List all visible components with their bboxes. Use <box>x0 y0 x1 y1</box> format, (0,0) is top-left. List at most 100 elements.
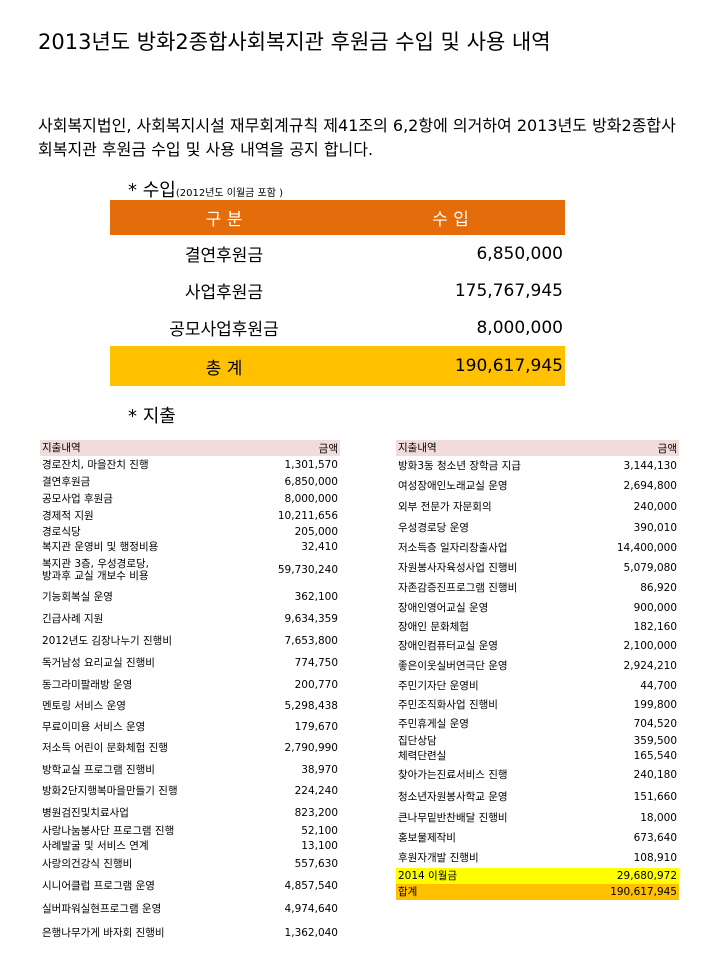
spending-item-label: 방화2단지행복마을만들기 진행 <box>42 785 178 797</box>
spending-row: 경제적 지원 10,211,656 <box>40 507 340 524</box>
spending-item-label: 복지관 운영비 및 행정비용 <box>42 540 159 553</box>
income-table: 구 분 수 입 결연후원금 6,850,000 사업후원금 175,767,94… <box>110 200 565 386</box>
spending-item-label: 경제적 지원 <box>42 509 94 522</box>
spending-item-label: 홍보물제작비 <box>398 832 456 844</box>
spending-item-amount: 774,750 <box>294 657 338 669</box>
spending-row: 멘토링 서비스 운영 5,298,438 <box>40 695 340 716</box>
spending-item-label: 동그라미팔래방 운영 <box>42 678 133 691</box>
spending-item-label: 주민기자단 운영비 <box>398 679 479 692</box>
spending-row: 결연후원금 6,850,000 <box>40 473 340 490</box>
spending-item-label: 무료이미용 서비스 운영 <box>42 720 146 733</box>
spending-item-amount: 108,910 <box>633 852 677 864</box>
spending-item-amount: 673,640 <box>633 832 677 844</box>
spending-row: 경로잔치, 마을잔치 진행 1,301,570 <box>40 456 340 473</box>
income-heading-note: (2012년도 이월금 포함 ) <box>175 188 284 199</box>
intro-paragraph: 사회복지법인, 사회복지시설 재무회계규칙 제41조의 6,2항에 의거하여 2… <box>38 116 676 159</box>
spending-item-amount: 557,630 <box>294 858 338 870</box>
spending-item-label: 저소득 어린이 문화체험 진행 <box>42 742 168 754</box>
spending-item-label: 합계 <box>398 886 418 898</box>
spending-item-amount: 4,857,540 <box>284 880 338 892</box>
page-title: 2013년도 방화2종합사회복지관 후원금 수입 및 사용 내역 <box>38 30 551 54</box>
spending-item-label: 저소득층 일자리창출사업 <box>398 542 508 554</box>
spending-row: 우성경로당 운영 390,010 <box>396 517 679 538</box>
spending-item-label: 장애인 문화체험 <box>398 621 469 633</box>
spending-item-label: 사랑의건강식 진행비 <box>42 858 133 870</box>
income-heading-label: * 수입 <box>128 180 176 201</box>
spending-item-label: 주민휴게실 운영 <box>398 718 469 730</box>
spending-item-amount: 18,000 <box>640 812 677 824</box>
spending-item-label: 사랑나눔봉사단 프로그램 진행 <box>42 824 175 837</box>
spending-item-label: 2014 이월금 <box>398 870 458 882</box>
spending-row: 독거남성 요리교실 진행비 774,750 <box>40 652 340 674</box>
spending-item-label: 2012년도 김장나누기 진행비 <box>42 635 172 647</box>
spending-table-header: 지출내역 금액 <box>396 440 679 456</box>
income-total-row: 총 계 190,617,945 <box>110 346 565 386</box>
income-table-header: 구 분 수 입 <box>110 200 565 235</box>
spending-item-label: 방화3동 청소년 장학금 지급 <box>398 460 521 472</box>
spending-row: 방화3동 청소년 장학금 지급 3,144,130 <box>396 456 679 476</box>
spending-row: 주민휴게실 운영 704,520 <box>396 714 679 734</box>
spending-item-amount: 5,298,438 <box>284 699 338 712</box>
spending-row: 무료이미용 서비스 운영 179,670 <box>40 716 340 737</box>
spending-row: 좋은이웃실버연극단 운영 2,924,210 <box>396 656 679 676</box>
spending-item-label: 은행나무가게 바자회 진행비 <box>42 927 165 939</box>
spending-item-label: 체력단련실 <box>398 750 447 762</box>
income-row-amount: 8,000,000 <box>476 317 563 338</box>
spending-row: 후원자개발 진행비 108,910 <box>396 848 679 868</box>
spending-item-amount: 359,500 <box>633 735 677 747</box>
spending-row: 장애인컴퓨터교실 운영 2,100,000 <box>396 636 679 656</box>
spending-item-label: 청소년자원봉사학교 운영 <box>398 791 508 803</box>
spending-item-amount: 2,790,990 <box>284 742 338 754</box>
spending-item-amount: 151,660 <box>633 791 677 803</box>
spending-item-amount: 38,970 <box>301 763 338 776</box>
spending-item-amount: 823,200 <box>294 806 338 819</box>
spending-item-amount: 14,400,000 <box>616 542 677 554</box>
income-row-label: 결연후원금 <box>184 246 264 266</box>
spending-item-amount: 86,920 <box>640 582 677 594</box>
spending-row: 병원검진및치료사업 823,200 <box>40 802 340 823</box>
income-total-amount: 190,617,945 <box>454 356 563 376</box>
spending-item-label: 지출내역 <box>398 442 437 454</box>
spending-carryover-row: 2014 이월금 29,680,972 <box>396 868 679 884</box>
income-header-amount: 수 입 <box>432 210 469 230</box>
income-row-label: 사업후원금 <box>184 283 264 303</box>
spending-item-amount: 9,634,359 <box>284 613 338 625</box>
spending-item-label: 큰나무밑반찬배달 진행비 <box>398 812 508 824</box>
spending-item-label: 방학교실 프로그램 진행비 <box>42 763 155 776</box>
spending-item-amount: 10,211,656 <box>277 509 338 522</box>
spending-item-amount: 13,100 <box>301 839 338 852</box>
spending-item-label: 실버파워실현프로그램 운영 <box>42 903 162 915</box>
spending-table-right: 지출내역 금액 방화3동 청소년 장학금 지급 3,144,130 여성장애인노래교실 … <box>396 440 679 900</box>
spending-item-amount: 224,240 <box>294 785 338 797</box>
spending-row: 방화2단지행복마을만들기 진행 224,240 <box>40 780 340 802</box>
spending-row: 자원봉사자육성사업 진행비 5,079,080 <box>396 558 679 578</box>
spending-item-label: 집단상담 <box>398 735 437 747</box>
spending-item-amount: 1,301,570 <box>284 458 338 471</box>
spending-item-amount: 3,144,130 <box>623 460 677 472</box>
spending-row: 공모사업 후원금 8,000,000 <box>40 490 340 507</box>
spending-item-label: 복지관 3층, 우성경로당, 방과후 교실 개보수 비용 <box>42 558 149 582</box>
spending-item-label: 좋은이웃실버연극단 운영 <box>398 660 508 672</box>
spending-item-amount: 199,800 <box>633 698 677 711</box>
income-row-amount: 6,850,000 <box>476 243 563 264</box>
spending-item-amount: 7,653,800 <box>284 635 338 647</box>
spending-row: 경로식당 205,000 <box>40 524 340 539</box>
spending-row: 사랑의건강식 진행비 557,630 <box>40 853 340 875</box>
spending-row: 방학교실 프로그램 진행비 38,970 <box>40 759 340 780</box>
spending-item-amount: 900,000 <box>633 602 677 614</box>
income-header-category: 구 분 <box>205 210 243 230</box>
spending-row: 주민기자단 운영비 44,700 <box>396 676 679 695</box>
spending-item-label: 경로잔치, 마을잔치 진행 <box>42 458 149 471</box>
spending-item-label: 독거남성 요리교실 진행비 <box>42 657 155 669</box>
spending-item-amount: 240,000 <box>633 500 677 513</box>
spending-row: 자존감증진프로그램 진행비 86,920 <box>396 578 679 598</box>
spending-item-label: 외부 전문가 자문회의 <box>398 500 492 513</box>
spending-item-amount: 704,520 <box>633 718 677 730</box>
spending-item-label: 시니어클럽 프로그램 운영 <box>42 880 155 892</box>
spending-item-amount: 금액 <box>657 442 677 455</box>
spending-row: 청소년자원봉사학교 운영 151,660 <box>396 786 679 808</box>
spending-item-amount: 금액 <box>318 442 338 455</box>
spending-row: 복지관 운영비 및 행정비용 32,410 <box>40 539 340 554</box>
income-row-label: 공모사업후원금 <box>169 320 279 340</box>
income-row: 사업후원금 175,767,945 <box>110 272 565 309</box>
